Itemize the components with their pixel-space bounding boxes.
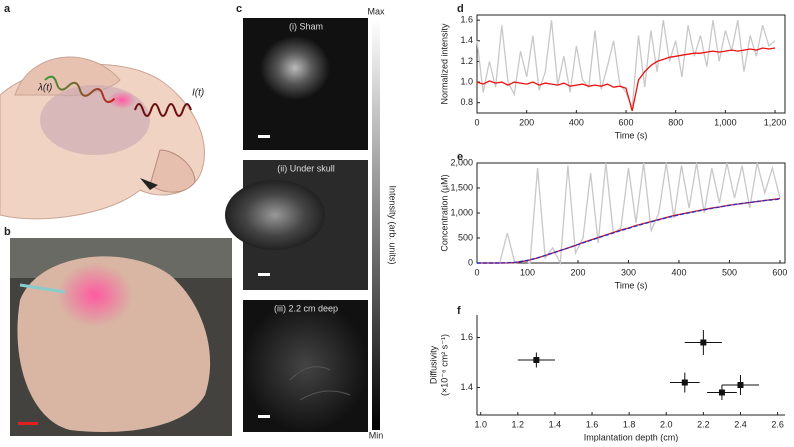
data-point [737,382,744,388]
x-tick-label: 1.0 [474,419,487,429]
x-axis-title: Implantation depth (cm) [584,432,679,442]
x-axis-title: Time (s) [615,130,648,140]
x-tick-label: 600 [772,267,787,277]
y-axis-title: Concentration (µM) [439,174,449,251]
x-tick-label: 0 [474,117,479,127]
x-tick-label: 100 [520,267,535,277]
panel-label: a [4,3,11,15]
x-tick-label: 2.6 [771,419,784,429]
data-point [718,389,725,396]
x-tick-label: 1.4 [549,419,562,429]
y-tick-label: 2,000 [450,157,473,167]
x-axis-title: Time (s) [615,280,648,290]
x-tick-label: 200 [519,117,534,127]
x-tick-label: 1.8 [623,419,636,429]
x-tick-label: 2.2 [697,419,710,429]
panel-label: f [457,305,461,317]
pig-illustration [0,56,205,220]
data-point [533,357,540,363]
colorbar-min: Min [369,430,384,440]
y-tick-label: 1.0 [460,76,473,86]
image-label: (iii) 2.2 cm deep [274,303,338,313]
y-tick-label: 0.8 [460,97,473,107]
x-tick-label: 400 [569,117,584,127]
y-axis-title: Diffusivity [428,345,438,384]
x-tick-label: 800 [668,117,683,127]
y-tick-label: 1.4 [460,382,473,392]
data-point [681,379,688,386]
pig-photo [10,238,232,436]
x-tick-label: 1,000 [714,117,737,127]
panel-label: b [4,226,11,238]
data-line [476,47,776,112]
y-tick-label: 1.6 [460,15,473,25]
y-tick-label: 1.4 [460,35,473,45]
x-tick-label: 200 [570,267,585,277]
y-tick-label: 0 [468,257,473,267]
y-axis-title: (×10⁻⁶ cm² s⁻¹) [439,334,449,396]
image-label: (i) Sham [289,21,323,31]
colorbar-label: Intensity (arb. units) [388,185,398,264]
panel-label: c [236,3,242,15]
data-line [477,198,781,264]
y-tick-label: 1,000 [450,207,473,217]
fluorescence-images [225,18,380,432]
x-tick-label: 2.4 [734,419,747,429]
data-point [700,339,707,346]
data-line [476,20,776,109]
y-tick-label: 1,500 [450,182,473,192]
y-tick-label: 1.2 [460,56,473,66]
colorbar-max: Max [367,6,385,16]
x-tick-label: 1.2 [512,419,525,429]
y-tick-label: 500 [458,232,473,242]
x-tick-label: 500 [722,267,737,277]
image-label: (ii) Under skull [277,163,335,173]
x-tick-label: 400 [671,267,686,277]
intensity-label: I(t) [192,88,204,99]
x-tick-label: 2.0 [660,419,673,429]
x-tick-label: 0 [474,267,479,277]
y-tick-label: 1.6 [460,332,473,342]
data-line [477,162,781,266]
x-tick-label: 1,200 [764,117,787,127]
panel-label: d [457,3,464,15]
x-tick-label: 600 [619,117,634,127]
y-axis-title: Normalized intensity [439,23,449,105]
panel-label: e [457,151,463,163]
lambda-label: λ(t) [37,83,52,94]
data-line [477,197,781,264]
x-tick-label: 300 [621,267,636,277]
x-tick-label: 1.6 [586,419,599,429]
plot-frame [476,14,786,114]
